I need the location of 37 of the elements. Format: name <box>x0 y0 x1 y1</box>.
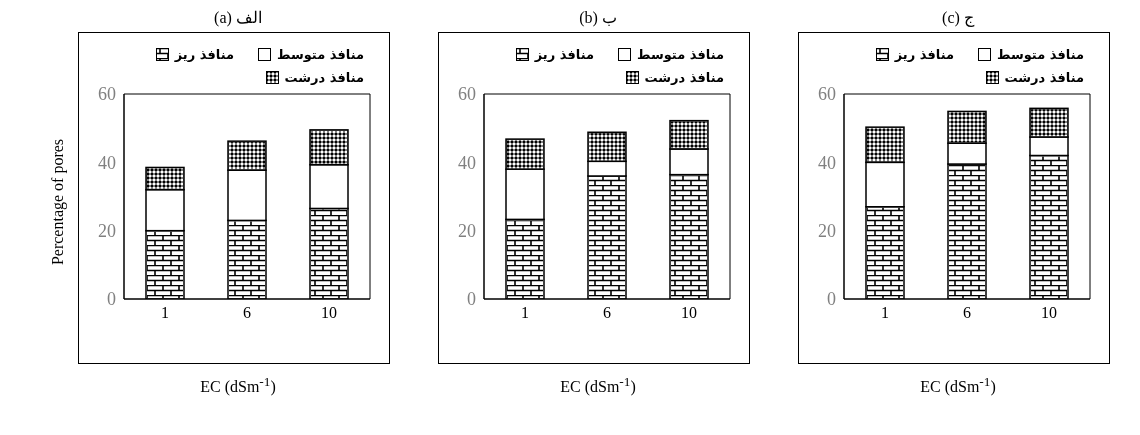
y-tick-label: 0 <box>107 289 116 310</box>
y-tick-label: 0 <box>827 289 836 310</box>
x-tick-label: 1 <box>161 304 169 322</box>
y-tick-label: 20 <box>458 221 476 242</box>
y-tick-label: 0 <box>467 289 476 310</box>
legend-label: منافذ درشت <box>644 70 724 85</box>
y-tick-label: 40 <box>458 152 476 173</box>
y-tick-label: 40 <box>98 152 116 173</box>
x-axis-title: EC (dSm$^{-1}$) <box>920 374 996 396</box>
x-tick-label: 6 <box>963 304 971 322</box>
y-tick-label: 60 <box>818 84 836 105</box>
legend-label: منافذ متوسط <box>997 47 1084 62</box>
y-axis-title: Percentage of pores <box>49 139 66 266</box>
x-tick-label: 10 <box>321 304 337 322</box>
legend-label: منافذ ریز <box>894 47 954 62</box>
y-tick-label: 40 <box>818 152 836 173</box>
chart-title: الف (a) <box>213 8 263 29</box>
x-axis-title: EC (dSm$^{-1}$) <box>200 374 276 396</box>
chart-title: ج (c) <box>941 8 976 29</box>
x-axis-title: EC (dSm$^{-1}$) <box>560 374 636 396</box>
legend-label: منافذ ریز <box>174 47 234 62</box>
legend-label: منافذ درشت <box>284 70 364 85</box>
legend-label: منافذ متوسط <box>277 47 364 62</box>
legend-label: منافذ متوسط <box>637 47 724 62</box>
y-tick-label: 20 <box>98 221 116 242</box>
x-tick-label: 1 <box>521 304 529 322</box>
x-tick-label: 6 <box>243 304 251 322</box>
x-tick-label: 6 <box>603 304 611 322</box>
y-tick-label: 60 <box>458 84 476 105</box>
x-tick-label: 1 <box>881 304 889 322</box>
chart-title: ب (b) <box>578 8 618 29</box>
x-tick-label: 10 <box>681 304 697 322</box>
x-tick-label: 10 <box>1041 304 1057 322</box>
y-tick-label: 60 <box>98 84 116 105</box>
legend-label: منافذ ریز <box>534 47 594 62</box>
y-tick-label: 20 <box>818 221 836 242</box>
legend-label: منافذ درشت <box>1004 70 1084 85</box>
